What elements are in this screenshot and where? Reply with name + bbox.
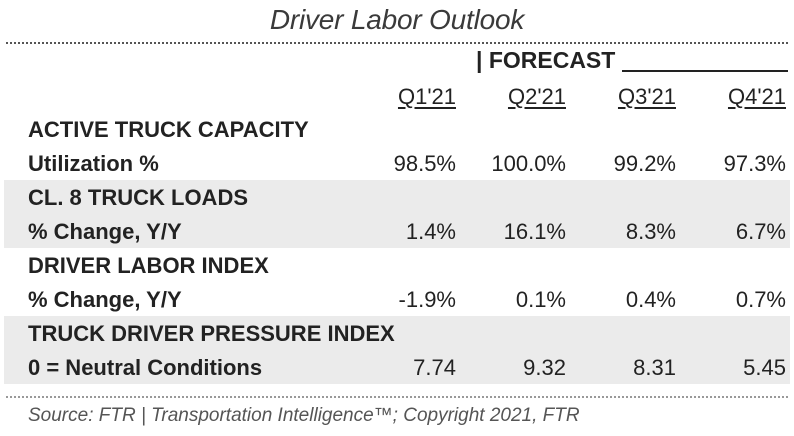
cell-q4: 5.45 [743,355,786,380]
cell-q1: -1.9% [398,287,456,312]
column-header-q4: Q4'21 [727,84,786,109]
title-divider [6,42,788,44]
row-heading: DRIVER LABOR INDEX [28,253,269,278]
cell-q2: 9.32 [523,355,566,380]
forecast-rule [622,70,788,72]
cell-q3: 0.4% [625,287,676,312]
table-title: Driver Labor Outlook [269,4,525,35]
row-heading: ACTIVE TRUCK CAPACITY [28,117,309,142]
cell-q1: 7.74 [413,355,456,380]
cell-q3: 8.3% [625,219,676,244]
row-driver-labor-index: DRIVER LABOR INDEX % Change, Y/Y -1.9% 0… [4,248,790,316]
cell-q3: 99.2% [613,151,676,176]
forecast-label: | FORECAST [476,47,616,73]
row-metric: Utilization % [28,151,159,176]
row-active-truck-capacity: ACTIVE TRUCK CAPACITY Utilization % 98.5… [4,112,790,180]
column-header-q2: Q2'21 [507,84,566,109]
row-metric: % Change, Y/Y [28,219,182,244]
cell-q4: 6.7% [735,219,786,244]
row-truck-driver-pressure-index: TRUCK DRIVER PRESSURE INDEX 0 = Neutral … [4,316,790,384]
row-cl8-truck-loads: CL. 8 TRUCK LOADS % Change, Y/Y 1.4% 16.… [4,180,790,248]
cell-q2: 100.0% [491,151,566,176]
cell-q1: 1.4% [405,219,456,244]
row-metric: 0 = Neutral Conditions [28,355,263,380]
row-metric: % Change, Y/Y [28,287,182,312]
cell-q4: 97.3% [723,151,786,176]
cell-q2: 0.1% [515,287,566,312]
cell-q2: 16.1% [503,219,566,244]
footer-divider [6,396,788,398]
source-note: Source: FTR | Transportation Intelligenc… [28,405,580,426]
column-header-q3: Q3'21 [617,84,676,109]
cell-q3: 8.31 [633,355,676,380]
row-heading: CL. 8 TRUCK LOADS [28,185,248,210]
cell-q1: 98.5% [393,151,456,176]
row-heading: TRUCK DRIVER PRESSURE INDEX [28,321,395,346]
cell-q4: 0.7% [735,287,786,312]
column-header-q1: Q1'21 [397,84,456,109]
